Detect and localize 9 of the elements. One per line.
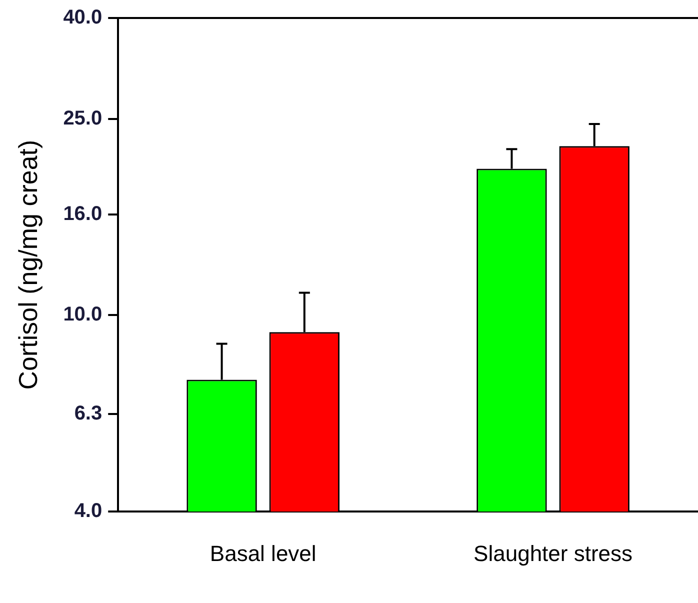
x-tick-label: Basal level <box>210 540 316 566</box>
y-tick-label: 25.0 <box>63 107 102 130</box>
y-tick-label: 16.0 <box>63 202 102 225</box>
y-tick-label: 4.0 <box>74 500 102 522</box>
x-tick-label: Slaughter stress <box>474 540 633 566</box>
y-tick-label: 10.0 <box>63 304 102 326</box>
y-tick-label: 40.0 <box>63 6 102 29</box>
y-tick-label: 6.3 <box>74 402 102 425</box>
y-axis-title: Cortisol (ng/mg creat) <box>12 140 43 390</box>
